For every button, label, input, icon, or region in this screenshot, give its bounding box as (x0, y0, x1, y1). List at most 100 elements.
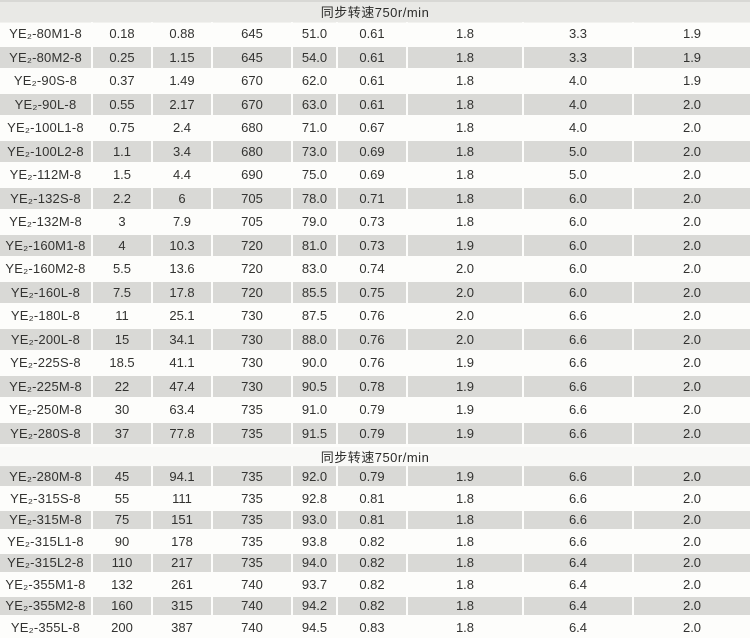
value-cell: 110 (91, 552, 152, 575)
value-cell: 1.9 (406, 374, 523, 400)
value-cell: 2.0 (631, 233, 750, 259)
value-cell: 730 (211, 374, 292, 400)
value-cell: 7.5 (91, 280, 152, 306)
value-cell: 47.4 (151, 374, 212, 400)
value-cell: 2.0 (631, 616, 750, 638)
value-cell: 6.4 (522, 595, 633, 618)
value-cell: 0.82 (336, 530, 407, 554)
section-header-row: 同步转速750r/min (0, 0, 750, 23)
value-cell: 720 (211, 280, 292, 306)
value-cell: 6.6 (522, 530, 633, 554)
value-cell: 670 (211, 69, 292, 94)
value-cell: 0.79 (336, 421, 407, 447)
value-cell: 1.8 (406, 552, 523, 575)
section-2-rows: YE₂-280M-8 45 94.1 735 92.0 0.79 1.9 6.6 2.0 YE₂-… (0, 466, 750, 638)
value-cell: 680 (211, 116, 292, 141)
value-cell: 1.15 (151, 45, 212, 71)
value-cell: 0.75 (91, 116, 152, 141)
value-cell: 71.0 (291, 116, 337, 141)
value-cell: 94.5 (291, 616, 337, 638)
table-row: YE₂-132S-8 2.2 6 705 78.0 0.71 1.8 6.0 2.0 (0, 186, 750, 212)
value-cell: 18.5 (91, 351, 152, 376)
value-cell: 2.0 (631, 116, 750, 141)
value-cell: 315 (151, 595, 212, 618)
value-cell: 2.0 (406, 304, 523, 329)
value-cell: 2.0 (631, 398, 750, 423)
table-row: YE₂-225S-8 18.5 41.1 730 90.0 0.76 1.9 6.6 2.0 (0, 351, 750, 376)
value-cell: 735 (211, 530, 292, 554)
table-row: YE₂-90L-8 0.55 2.17 670 63.0 0.61 1.8 4.0 2.0 (0, 92, 750, 118)
value-cell: 6.6 (522, 374, 633, 400)
value-cell: 5.0 (522, 163, 633, 188)
section-2-title: 同步转速750r/min (0, 444, 750, 467)
value-cell: 0.75 (336, 280, 407, 306)
value-cell: 1.1 (91, 139, 152, 165)
value-cell: 3.3 (522, 45, 633, 71)
value-cell: 200 (91, 616, 152, 638)
value-cell: 0.71 (336, 186, 407, 212)
value-cell: 1.8 (406, 69, 523, 94)
value-cell: 1.8 (406, 210, 523, 235)
value-cell: 93.0 (291, 509, 337, 532)
value-cell: 88.0 (291, 327, 337, 353)
value-cell: 2.0 (406, 280, 523, 306)
model-cell: YE₂-225M-8 (0, 374, 92, 400)
value-cell: 51.0 (291, 22, 337, 47)
value-cell: 670 (211, 92, 292, 118)
value-cell: 1.9 (631, 22, 750, 47)
value-cell: 387 (151, 616, 212, 638)
value-cell: 2.17 (151, 92, 212, 118)
value-cell: 75 (91, 509, 152, 532)
value-cell: 1.8 (406, 116, 523, 141)
model-cell: YE₂-132S-8 (0, 186, 92, 212)
value-cell: 2.0 (631, 210, 750, 235)
value-cell: 45 (91, 466, 152, 489)
table-row: YE₂-355M2-8 160 315 740 94.2 0.82 1.8 6.4 2.0 (0, 595, 750, 618)
value-cell: 735 (211, 398, 292, 423)
value-cell: 645 (211, 22, 292, 47)
table-row: YE₂-80M1-8 0.18 0.88 645 51.0 0.61 1.8 3.3 1.9 (0, 22, 750, 47)
value-cell: 690 (211, 163, 292, 188)
value-cell: 730 (211, 304, 292, 329)
model-cell: YE₂-315L1-8 (0, 530, 92, 554)
value-cell: 2.0 (631, 351, 750, 376)
value-cell: 1.8 (406, 487, 523, 511)
value-cell: 2.0 (631, 595, 750, 618)
value-cell: 77.8 (151, 421, 212, 447)
value-cell: 1.9 (406, 351, 523, 376)
value-cell: 5.0 (522, 139, 633, 165)
value-cell: 2.0 (631, 257, 750, 282)
value-cell: 6.6 (522, 487, 633, 511)
value-cell: 7.9 (151, 210, 212, 235)
value-cell: 735 (211, 487, 292, 511)
value-cell: 1.9 (406, 398, 523, 423)
model-cell: YE₂-280S-8 (0, 421, 92, 447)
value-cell: 6.0 (522, 280, 633, 306)
value-cell: 3 (91, 210, 152, 235)
value-cell: 735 (211, 421, 292, 447)
value-cell: 151 (151, 509, 212, 532)
value-cell: 680 (211, 139, 292, 165)
value-cell: 15 (91, 327, 152, 353)
table-row: YE₂-160M2-8 5.5 13.6 720 83.0 0.74 2.0 6.0 2.0 (0, 257, 750, 282)
value-cell: 0.79 (336, 398, 407, 423)
value-cell: 0.88 (151, 22, 212, 47)
value-cell: 10.3 (151, 233, 212, 259)
value-cell: 0.69 (336, 139, 407, 165)
table-row: YE₂-315S-8 55 111 735 92.8 0.81 1.8 6.6 2.0 (0, 487, 750, 511)
value-cell: 160 (91, 595, 152, 618)
value-cell: 6.4 (522, 573, 633, 597)
model-cell: YE₂-160M1-8 (0, 233, 92, 259)
value-cell: 6.0 (522, 233, 633, 259)
value-cell: 90.5 (291, 374, 337, 400)
value-cell: 1.9 (406, 421, 523, 447)
value-cell: 1.8 (406, 45, 523, 71)
value-cell: 6.0 (522, 257, 633, 282)
value-cell: 0.67 (336, 116, 407, 141)
value-cell: 2.0 (406, 327, 523, 353)
value-cell: 0.18 (91, 22, 152, 47)
value-cell: 17.8 (151, 280, 212, 306)
value-cell: 73.0 (291, 139, 337, 165)
